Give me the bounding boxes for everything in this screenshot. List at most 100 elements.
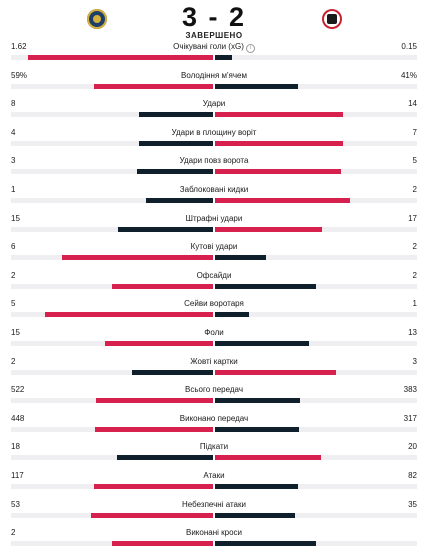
away-stat-bar-track	[215, 226, 417, 232]
stat-label: Удари повз ворота	[0, 156, 428, 166]
away-stat-value: 82	[408, 470, 417, 480]
stat-label: Жовті картки	[0, 357, 428, 367]
home-stat-bar	[96, 398, 213, 404]
away-stat-bar	[215, 312, 249, 318]
home-stat-value: 2	[11, 270, 16, 280]
home-stat-bar-track	[11, 483, 213, 489]
info-icon[interactable]: i	[245, 44, 255, 53]
home-team-crest-icon[interactable]	[87, 9, 107, 29]
home-stat-bar	[44, 312, 213, 318]
stat-row: 18 Підкати 20	[0, 440, 428, 469]
stat-label: Володіння м'ячем	[0, 71, 428, 81]
stat-label-text: Фоли	[204, 327, 224, 337]
away-stat-bar-track	[215, 398, 417, 404]
away-stat-bar	[215, 398, 301, 404]
stat-row: 1 Заблоковані кидки 2	[0, 183, 428, 212]
home-stat-bar	[112, 541, 213, 547]
away-stat-bar-track	[215, 112, 417, 118]
home-stat-bar-track	[11, 226, 213, 232]
stat-label-text: Підкати	[199, 442, 229, 452]
away-stat-bar-track	[215, 340, 417, 346]
home-stat-bar-track	[11, 283, 213, 289]
away-stat-value: 13	[408, 327, 417, 337]
away-stat-bar	[215, 541, 316, 547]
away-stat-bar	[215, 512, 296, 518]
home-stat-value: 522	[11, 385, 25, 395]
away-stat-value: 5	[412, 156, 417, 166]
away-stat-bar	[215, 483, 299, 489]
stat-label: Удари	[0, 99, 428, 109]
home-stat-bar-track	[11, 112, 213, 118]
stat-label-text: Всього передач	[185, 385, 243, 395]
stat-label: Атаки	[0, 471, 428, 481]
home-stat-value: 6	[11, 242, 16, 252]
away-stat-bar	[215, 55, 233, 60]
away-stat-bar	[215, 283, 316, 289]
home-stat-bar	[139, 112, 213, 118]
stat-label-text: Очікувані голи (xG)	[173, 42, 244, 51]
stats-list: 1.62 Очікувані голи (xG) i 0.15 59% Володіння…	[0, 40, 428, 555]
home-stat-value: 59%	[11, 70, 28, 80]
home-stat-bar	[91, 512, 213, 518]
stat-label-text: Виконано передач	[179, 413, 249, 423]
away-stat-value: 41%	[400, 70, 417, 80]
stat-label: Виконані кроси	[0, 528, 428, 538]
stat-label-text: Удари повз ворота	[179, 156, 249, 166]
home-stat-value: 4	[11, 127, 16, 137]
home-stat-bar-track	[11, 369, 213, 375]
home-stat-bar	[94, 483, 213, 489]
home-stat-bar-track	[11, 169, 213, 175]
stat-label: Удари в площину воріт	[0, 128, 428, 138]
away-stat-value: 1	[412, 299, 417, 309]
home-stat-value: 53	[11, 499, 20, 509]
stat-label: Заблоковані кидки	[0, 185, 428, 195]
away-stat-value: 3	[412, 356, 417, 366]
away-team-crest-icon[interactable]	[322, 9, 342, 29]
home-stat-bar	[28, 55, 213, 60]
stat-row: 448 Виконано передач 317	[0, 412, 428, 441]
home-stat-bar-track	[11, 455, 213, 461]
stat-label: Офсайди	[0, 271, 428, 281]
away-stat-bar	[215, 197, 350, 203]
away-stat-bar	[215, 255, 266, 261]
stat-row: 117 Атаки 82	[0, 469, 428, 498]
home-stat-value: 1.62	[11, 42, 27, 51]
home-stat-bar	[104, 340, 213, 346]
stat-label-text: Удари	[202, 99, 226, 109]
stat-label: Всього передач	[0, 385, 428, 395]
away-stat-value: 14	[408, 99, 417, 109]
stat-label-text: Заблоковані кидки	[179, 184, 249, 194]
stat-row: 15 Фоли 13	[0, 326, 428, 355]
home-stat-bar-track	[11, 426, 213, 432]
home-stat-bar-track	[11, 55, 213, 60]
stat-label-text: Удари в площину воріт	[171, 127, 257, 137]
home-stat-bar-track	[11, 340, 213, 346]
away-stat-bar	[215, 140, 344, 146]
stat-row: 53 Небезпечні атаки 35	[0, 498, 428, 527]
match-status: ЗАВЕРШЕНО	[185, 31, 243, 40]
match-header: 3 - 2 ЗАВЕРШЕНО	[0, 0, 428, 40]
home-stat-bar-track	[11, 255, 213, 261]
away-stat-bar-track	[215, 541, 417, 547]
away-stat-bar-track	[215, 512, 417, 518]
home-stat-bar	[94, 426, 213, 432]
home-stat-bar	[61, 255, 213, 261]
stat-row: 1.62 Очікувані голи (xG) i 0.15	[0, 40, 428, 69]
home-stat-value: 15	[11, 327, 20, 337]
home-stat-bar	[137, 169, 213, 175]
home-stat-bar	[139, 140, 213, 146]
home-stat-bar-track	[11, 83, 213, 89]
away-stat-bar-track	[215, 283, 417, 289]
away-stat-bar-track	[215, 483, 417, 489]
stat-row: 8 Удари 14	[0, 97, 428, 126]
home-stat-value: 3	[11, 156, 16, 166]
home-stat-value: 2	[11, 356, 16, 366]
stat-row: 2 Офсайди 2	[0, 269, 428, 298]
away-stat-bar	[215, 455, 322, 461]
away-stat-bar-track	[215, 83, 417, 89]
home-stat-value: 15	[11, 213, 20, 223]
away-stat-bar	[215, 169, 342, 175]
stat-label-text: Володіння м'ячем	[181, 70, 247, 80]
away-stat-bar-track	[215, 169, 417, 175]
home-stat-bar-track	[11, 398, 213, 404]
